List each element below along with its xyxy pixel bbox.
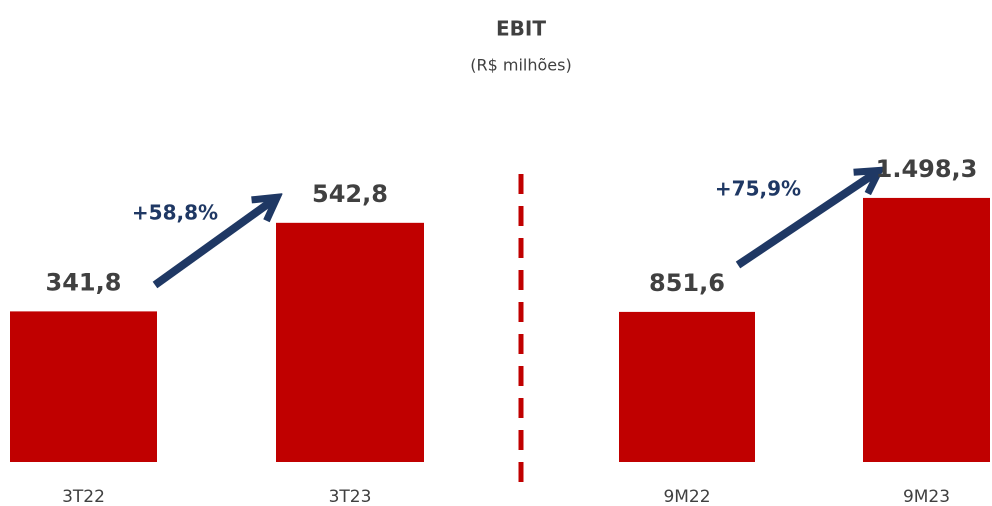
x-tick-label: 3T23: [329, 487, 372, 506]
growth-arrow: [152, 201, 272, 289]
bar: [10, 311, 157, 462]
annotation: +75,9%: [715, 177, 801, 201]
x-tick-label: 3T22: [62, 487, 105, 506]
growth-arrow: [735, 174, 874, 269]
x-tick-label: 9M22: [663, 487, 710, 506]
value-label: 851,6: [649, 269, 725, 297]
chart-subtitle: (R$ milhões): [470, 56, 571, 75]
bar: [863, 197, 990, 462]
value-label: 542,8: [312, 180, 388, 208]
x-tick-label: 9M23: [903, 487, 950, 506]
annotation: +58,8%: [132, 201, 218, 225]
value-label: 1.498,3: [876, 155, 978, 183]
value-label: 341,8: [46, 268, 122, 296]
bar: [619, 311, 755, 462]
chart-title: EBIT: [496, 17, 546, 41]
bar: [276, 222, 424, 462]
